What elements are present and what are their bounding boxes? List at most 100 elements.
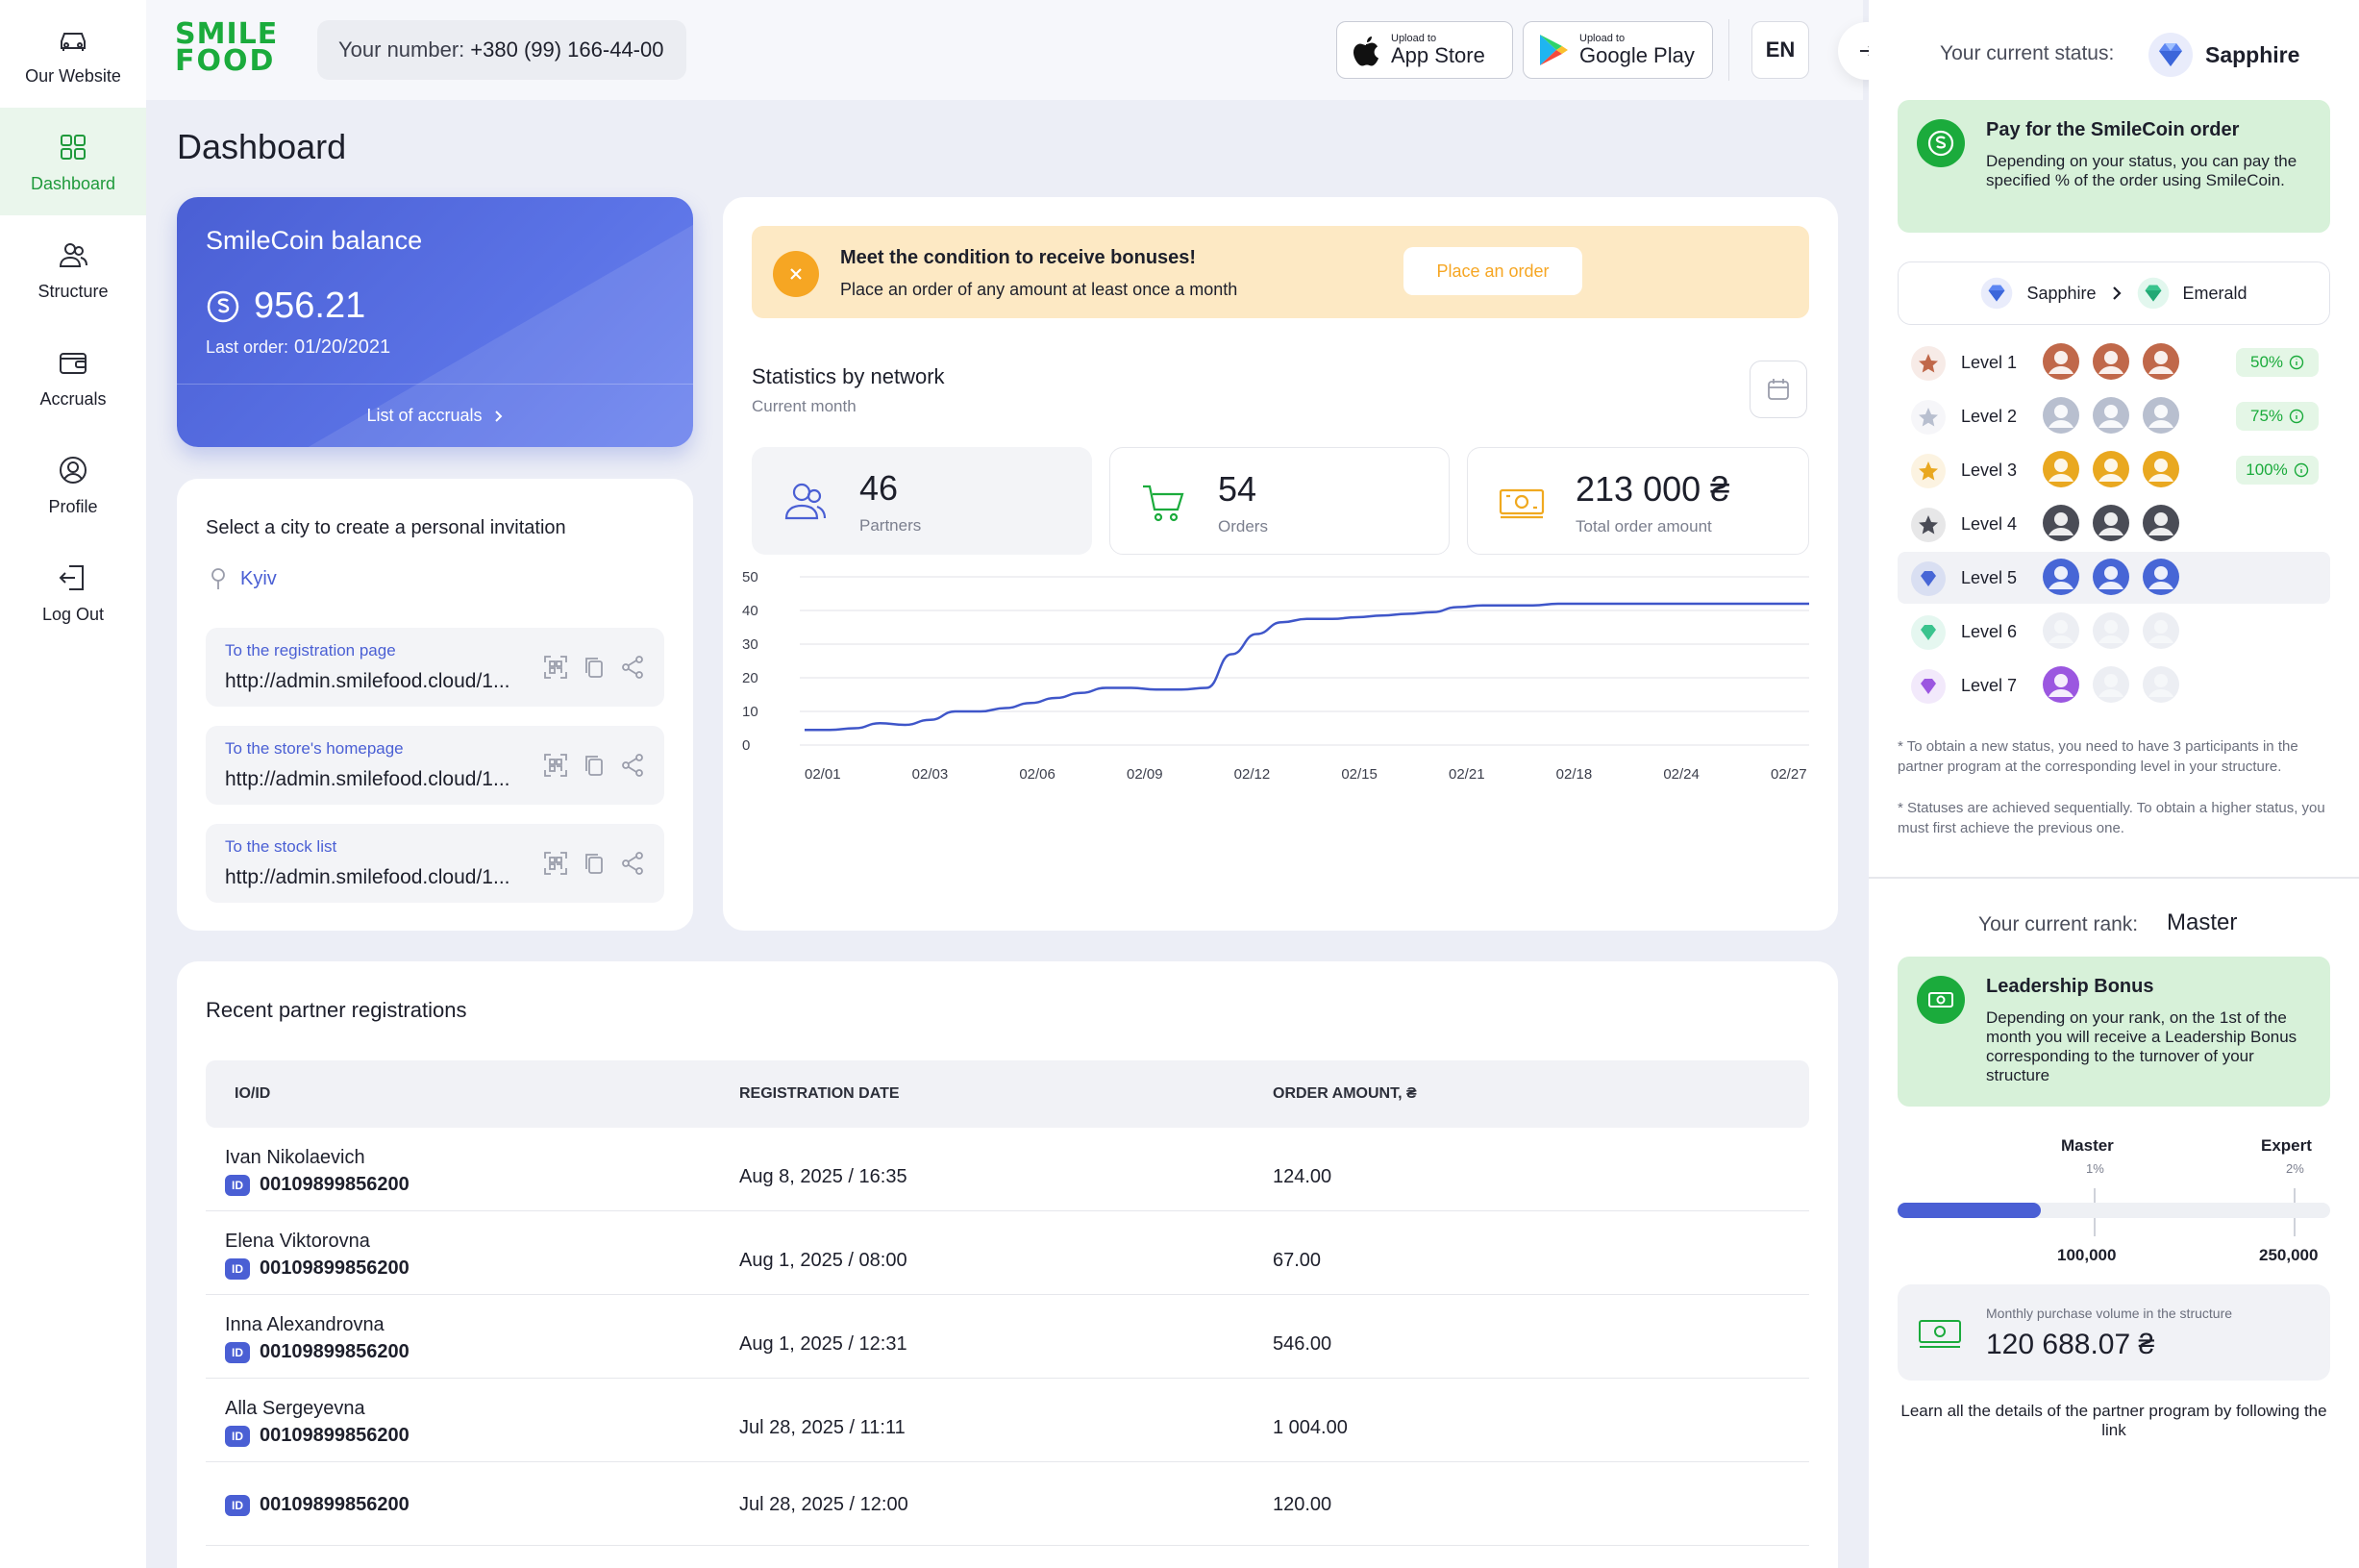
partners-icon — [784, 483, 827, 520]
partner-id-value: 00109899856200 — [260, 1174, 410, 1195]
partner-name: Alla Sergeyevna — [225, 1398, 365, 1419]
user-icon — [60, 456, 87, 484]
city-selector[interactable]: Kyiv — [210, 567, 277, 590]
registration-date: Jul 28, 2025 / 11:11 — [739, 1417, 906, 1438]
bonus-text: Depending on your rank, on the 1st of th… — [1986, 1008, 2297, 1084]
level-participants — [2042, 396, 2180, 435]
link-url[interactable]: http://admin.smilefood.cloud/1... — [225, 768, 510, 790]
copy-icon[interactable] — [582, 753, 607, 778]
level-participants — [2042, 450, 2180, 488]
chart-x-tick-label: 02/15 — [1341, 766, 1378, 783]
share-icon[interactable] — [620, 753, 645, 778]
recent-title: Recent partner registrations — [206, 998, 467, 1022]
status-label: Your current status: — [1940, 42, 2115, 64]
nav-profile[interactable]: Profile — [0, 431, 146, 538]
progress-to: Emerald — [2182, 283, 2247, 303]
google-play-button[interactable]: Upload to Google Play — [1523, 21, 1713, 79]
participant-avatar-icon — [2043, 397, 2079, 434]
participant-avatar-icon — [2143, 666, 2179, 703]
level-percent-badge[interactable]: 75% — [2236, 402, 2319, 431]
partner-id: ID 00109899856200 — [225, 1174, 410, 1196]
copy-icon[interactable] — [582, 851, 607, 876]
calendar-button[interactable] — [1750, 361, 1807, 418]
column-header: ORDER AMOUNT, ₴ — [1273, 1085, 1417, 1102]
kpi-label: Orders — [1218, 517, 1268, 535]
chart-x-tick-label: 02/18 — [1556, 766, 1593, 783]
list-of-accruals-link[interactable]: List of accruals — [177, 384, 693, 447]
table-row[interactable]: ID 00109899856200 Jul 28, 2025 / 12:00 120.… — [206, 1462, 1809, 1546]
qr-code-icon[interactable] — [543, 655, 568, 680]
volume-label: Monthly purchase volume in the structure — [1986, 1306, 2233, 1321]
kpi-value: 213 000 ₴ — [1576, 469, 1730, 509]
level-badge-icon — [1911, 669, 1946, 704]
current-status: Sapphire — [2148, 32, 2299, 78]
smilecoin-icon — [1917, 119, 1965, 167]
link-label: To the stock list — [225, 837, 337, 856]
share-icon[interactable] — [620, 851, 645, 876]
level-percent-badge[interactable]: 100% — [2236, 456, 2319, 485]
monthly-volume-box: Monthly purchase volume in the structure… — [1898, 1284, 2330, 1381]
accruals-link-label: List of accruals — [366, 406, 483, 425]
nav-accruals[interactable]: Accruals — [0, 323, 146, 431]
copy-icon[interactable] — [582, 655, 607, 680]
apple-icon — [1353, 37, 1378, 66]
chart-y-tick-label: 0 — [742, 737, 750, 754]
link-url[interactable]: http://admin.smilefood.cloud/1... — [225, 866, 510, 888]
table-row[interactable]: Elena Viktorovna ID 00109899856200 Aug 1, 2… — [206, 1211, 1809, 1295]
participant-avatar-icon — [2093, 666, 2129, 703]
level-participants — [2042, 665, 2180, 704]
registration-link-row: To the registration page http://admin.sm… — [206, 628, 664, 707]
level-participants — [2042, 342, 2180, 381]
qr-code-icon[interactable] — [543, 851, 568, 876]
learn-more-link[interactable]: Learn all the details of the partner pro… — [1900, 1402, 2327, 1439]
link-url[interactable]: http://admin.smilefood.cloud/1... — [225, 670, 510, 692]
level-label: Level 4 — [1961, 514, 2018, 534]
participant-avatar-icon — [2043, 666, 2079, 703]
chart-x-tick-label: 02/01 — [805, 766, 841, 783]
logout-icon — [59, 564, 84, 590]
level-participants — [2042, 558, 2180, 596]
participant-avatar-icon — [2043, 451, 2079, 487]
phone-value: +380 (99) 166-44-00 — [470, 37, 664, 62]
table-row[interactable]: Ivan Nikolaevich ID 00109899856200 Aug 8, 2… — [206, 1128, 1809, 1211]
level-label: Level 6 — [1961, 622, 2018, 641]
balance-amount-row: 956.21 — [206, 286, 365, 327]
chart-y-tick-label: 10 — [742, 704, 758, 720]
calendar-icon — [1768, 379, 1789, 400]
chevron-right-icon — [494, 410, 502, 422]
link-label: To the registration page — [225, 641, 396, 660]
order-amount: 1 004.00 — [1273, 1417, 1348, 1438]
last-order: Last order: 01/20/2021 — [206, 336, 390, 359]
banner-text: Place an order of any amount at least on… — [840, 280, 1238, 299]
info-icon — [2289, 355, 2304, 370]
participant-avatar-icon — [2143, 612, 2179, 649]
google-play-label: Google Play — [1579, 43, 1695, 67]
qr-code-icon[interactable] — [543, 753, 568, 778]
nav-structure[interactable]: Structure — [0, 215, 146, 323]
banner-title: Meet the condition to receive bonuses! — [840, 247, 1197, 268]
level-badge-icon — [1911, 561, 1946, 596]
level-badge-icon — [1911, 615, 1946, 650]
nav-logout[interactable]: Log Out — [0, 538, 146, 646]
rank-to-pct: 2% — [2286, 1161, 2304, 1176]
bonus-condition-banner: Meet the condition to receive bonuses! P… — [752, 226, 1809, 318]
participant-avatar-icon — [2093, 505, 2129, 541]
pay-text: Depending on your status, you can pay th… — [1986, 152, 2297, 189]
smilefood-logo[interactable]: SMILE FOOD — [175, 20, 279, 77]
sapphire-gem-icon — [1981, 277, 2013, 310]
nav-dashboard[interactable]: Dashboard — [0, 108, 146, 215]
nav-our-website[interactable]: Our Website — [0, 0, 146, 108]
stats-subtitle: Current month — [752, 397, 857, 415]
status-progress: Sapphire Emerald — [1898, 261, 2330, 325]
table-row[interactable]: Inna Alexandrovna ID 00109899856200 Aug 1, … — [206, 1295, 1809, 1379]
table-row[interactable]: Alla Sergeyevna ID 00109899856200 Jul 28, 2… — [206, 1379, 1809, 1462]
place-order-button[interactable]: Place an order — [1403, 247, 1582, 295]
language-button[interactable]: EN — [1751, 21, 1809, 79]
level-label: Level 5 — [1961, 568, 2018, 587]
level-percent-badge[interactable]: 50% — [2236, 348, 2319, 377]
share-icon[interactable] — [620, 655, 645, 680]
kpi-label: Partners — [859, 516, 922, 535]
app-store-button[interactable]: Upload to App Store — [1336, 21, 1513, 79]
chart-x-tick-label: 02/27 — [1771, 766, 1807, 783]
kpi-label: Total order amount — [1576, 517, 1712, 535]
